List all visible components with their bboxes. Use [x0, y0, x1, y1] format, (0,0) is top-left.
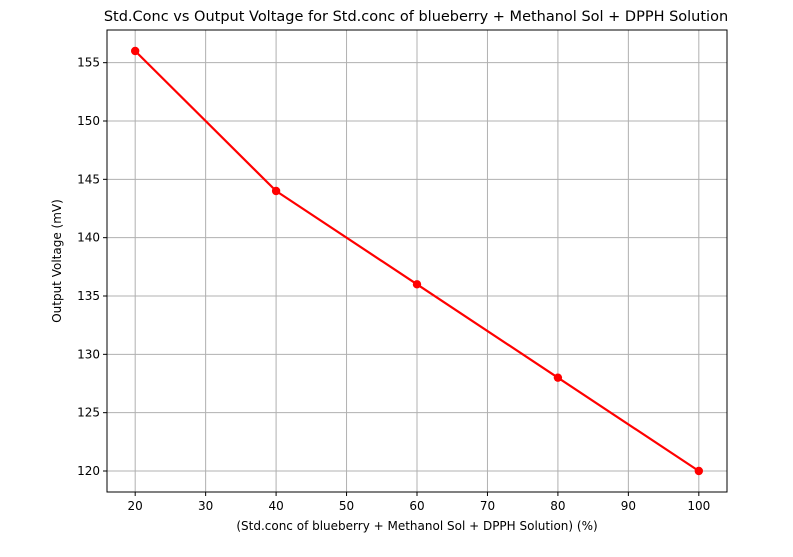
x-tick-label: 90 — [621, 499, 636, 513]
y-tick-label: 145 — [77, 172, 100, 186]
x-tick-label: 60 — [409, 499, 424, 513]
x-tick-label: 50 — [339, 499, 354, 513]
x-tick-label: 70 — [480, 499, 495, 513]
y-tick-label: 125 — [77, 406, 100, 420]
data-series — [130, 46, 704, 476]
data-point — [130, 46, 140, 56]
x-tick-label: 40 — [268, 499, 283, 513]
y-tick-label: 120 — [77, 464, 100, 478]
y-axis-label: Output Voltage (mV) — [50, 199, 64, 323]
data-point — [412, 280, 422, 289]
x-tick-label: 30 — [198, 499, 213, 513]
y-tick-label: 135 — [77, 289, 100, 303]
chart-title: Std.Conc vs Output Voltage for Std.conc … — [104, 9, 728, 25]
y-tick-label: 155 — [77, 56, 100, 70]
grid-lines — [107, 30, 727, 492]
x-tick-label: 20 — [128, 499, 143, 513]
data-point — [553, 373, 563, 382]
data-point — [694, 466, 704, 476]
x-tick-label: 100 — [687, 499, 710, 513]
x-axis-label: (Std.conc of blueberry + Methanol Sol + … — [236, 519, 597, 533]
plot-frame — [106, 29, 728, 493]
axis-ticks: 20 30 40 50 60 70 80 90 100 120 125 130 135 140 145 150… — [77, 56, 710, 513]
y-tick-label: 140 — [77, 231, 100, 245]
y-tick-label: 130 — [77, 347, 100, 361]
y-tick-label: 150 — [77, 114, 100, 128]
data-point — [271, 186, 281, 196]
x-tick-label: 80 — [550, 499, 565, 513]
